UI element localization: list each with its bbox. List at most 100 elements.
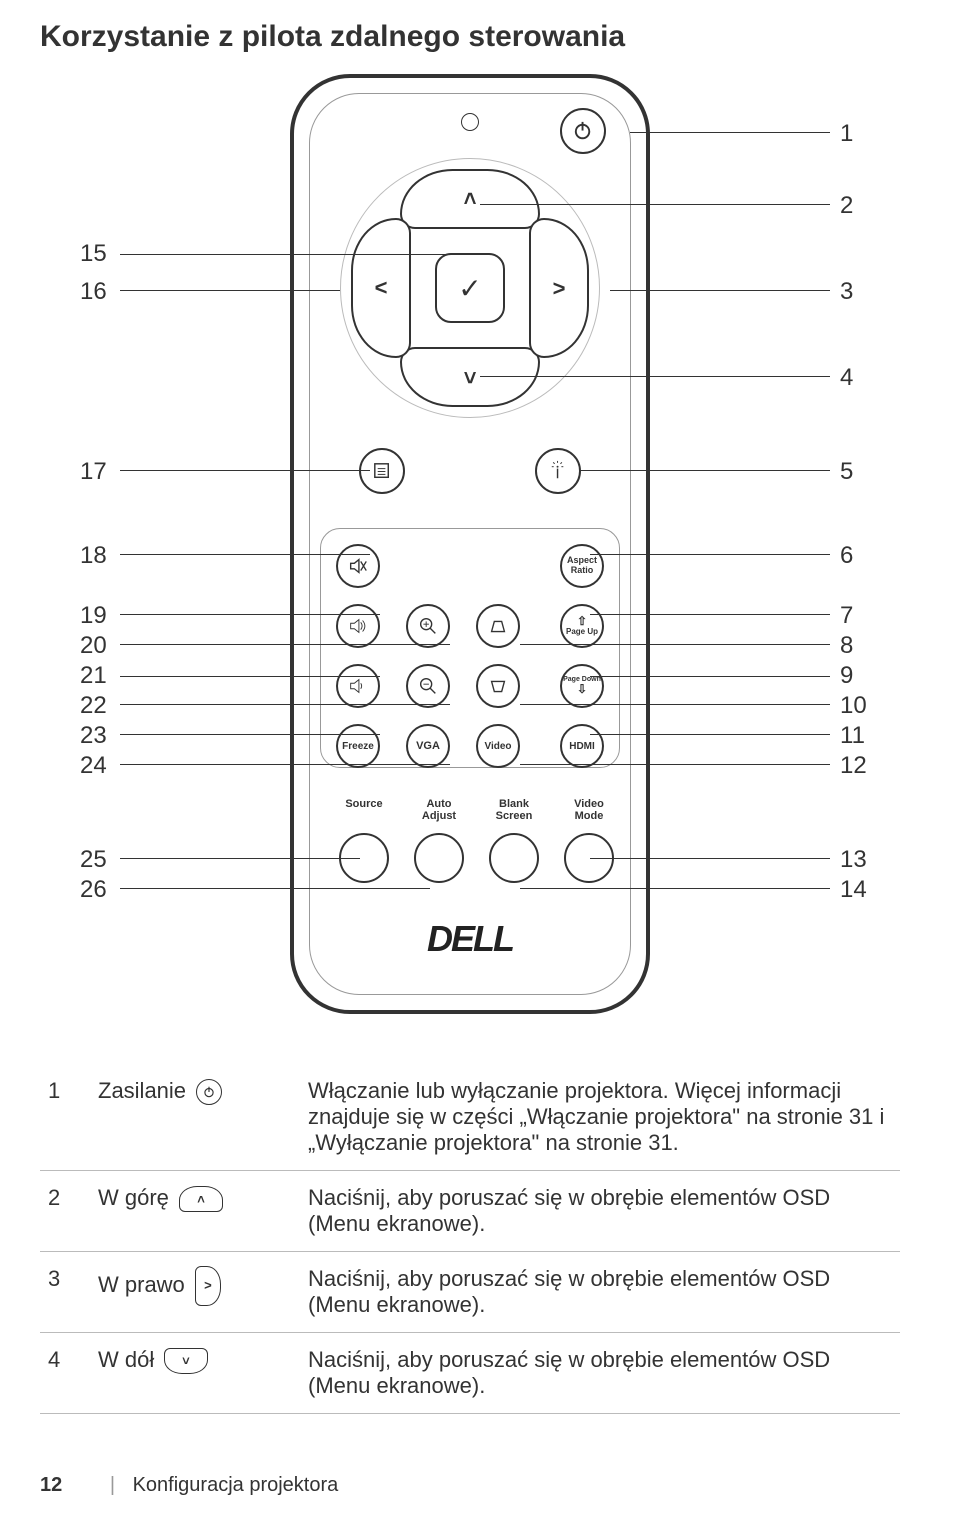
leader-line <box>590 614 830 615</box>
auto-adjust-button[interactable] <box>414 833 464 883</box>
callout-number: 25 <box>80 846 107 874</box>
callout-number: 10 <box>840 692 867 720</box>
chevron-down-icon: ˄ <box>464 364 477 390</box>
table-row: 4W dół ˄Naciśnij, aby poruszać się w obr… <box>40 1333 900 1414</box>
callout-number: 14 <box>840 876 867 904</box>
zoom-in-button[interactable] <box>406 604 450 648</box>
callout-number: 24 <box>80 752 107 780</box>
zoom-out-button[interactable] <box>406 664 450 708</box>
leader-line <box>120 888 430 889</box>
remote-diagram: ˄ ˄ ˂ ˂ ✓ Aspect Ratio <box>60 74 880 1024</box>
leader-line <box>120 734 380 735</box>
leader-line <box>120 290 340 291</box>
callout-number: 21 <box>80 662 107 690</box>
leader-line <box>590 676 830 677</box>
video-button[interactable]: Video <box>476 724 520 768</box>
freeze-label: Freeze <box>342 741 374 752</box>
aspect-ratio-button[interactable]: Aspect Ratio <box>560 544 604 588</box>
auto-adjust-label: Auto Adjust <box>409 798 469 822</box>
callout-number: 20 <box>80 632 107 660</box>
leader-line <box>520 644 830 645</box>
dell-logo: DELL <box>427 918 513 960</box>
right-button[interactable]: ˂ <box>529 218 589 358</box>
leader-line <box>120 704 450 705</box>
leader-line <box>590 734 830 735</box>
arrow-down-icon: ⇩ <box>577 683 587 696</box>
callout-number: 19 <box>80 602 107 630</box>
row-number: 2 <box>40 1171 90 1252</box>
video-mode-label: Video Mode <box>559 798 619 822</box>
leader-line <box>120 764 450 765</box>
row-description: Naciśnij, aby poruszać się w obrębie ele… <box>300 1252 900 1333</box>
up-arrow-icon: ˄ <box>179 1186 223 1212</box>
menu-button[interactable] <box>359 448 405 494</box>
hdmi-label: HDMI <box>569 741 595 752</box>
table-row: 3W prawo ˂Naciśnij, aby poruszać się w o… <box>40 1252 900 1333</box>
callout-number: 23 <box>80 722 107 750</box>
chevron-left-icon: ˂ <box>375 275 388 301</box>
leader-line <box>480 376 830 377</box>
callout-number: 6 <box>840 542 853 570</box>
leader-line <box>630 132 830 133</box>
row-label: W dół ˄ <box>90 1333 300 1414</box>
callout-number: 26 <box>80 876 107 904</box>
ok-button[interactable]: ✓ <box>435 253 505 323</box>
up-button[interactable]: ˄ <box>400 169 540 229</box>
volume-down-icon <box>347 675 369 697</box>
leader-line <box>520 888 830 889</box>
leader-line <box>580 470 830 471</box>
page-title: Korzystanie z pilota zdalnego sterowania <box>40 20 900 54</box>
callout-number: 13 <box>840 846 867 874</box>
callout-number: 8 <box>840 632 853 660</box>
right-arrow-icon: ˂ <box>195 1266 221 1306</box>
vga-label: VGA <box>416 740 440 752</box>
callout-number: 2 <box>840 192 853 220</box>
hdmi-button[interactable]: HDMI <box>560 724 604 768</box>
page-up-label: Page Up <box>566 628 598 637</box>
button-panel: Aspect Ratio ⇧ Page Up <box>320 528 620 768</box>
leader-line <box>120 644 450 645</box>
page-down-button[interactable]: Page Down ⇩ <box>560 664 604 708</box>
row-label: W górę ˄ <box>90 1171 300 1252</box>
keystone-up-icon <box>487 615 509 637</box>
freeze-button[interactable]: Freeze <box>336 724 380 768</box>
section-title: Konfiguracja projektora <box>133 1474 339 1496</box>
leader-line <box>480 204 830 205</box>
row-label: W prawo ˂ <box>90 1252 300 1333</box>
callout-number: 3 <box>840 278 853 306</box>
power-icon <box>196 1079 222 1105</box>
leader-line <box>120 254 470 255</box>
leader-line <box>610 290 830 291</box>
volume-down-button[interactable] <box>336 664 380 708</box>
down-arrow-icon: ˄ <box>164 1348 208 1374</box>
laser-icon <box>546 459 569 482</box>
keystone-down-icon <box>487 675 509 697</box>
table-row: 2W górę ˄Naciśnij, aby poruszać się w ob… <box>40 1171 900 1252</box>
footer-separator: | <box>98 1474 127 1496</box>
page-up-button[interactable]: ⇧ Page Up <box>560 604 604 648</box>
down-button[interactable]: ˄ <box>400 347 540 407</box>
mute-icon <box>347 555 369 577</box>
volume-up-button[interactable] <box>336 604 380 648</box>
leader-line <box>520 704 830 705</box>
keystone-down-button[interactable] <box>476 664 520 708</box>
callout-number: 15 <box>80 240 107 268</box>
zoom-out-icon <box>417 675 439 697</box>
keystone-up-button[interactable] <box>476 604 520 648</box>
page-footer: 12 | Konfiguracja projektora <box>40 1474 900 1497</box>
menu-icon <box>370 459 393 482</box>
vga-button[interactable]: VGA <box>406 724 450 768</box>
callout-number: 22 <box>80 692 107 720</box>
chevron-up-icon: ˄ <box>464 186 477 212</box>
callout-number: 9 <box>840 662 853 690</box>
blank-screen-button[interactable] <box>489 833 539 883</box>
row-number: 3 <box>40 1252 90 1333</box>
power-button[interactable] <box>560 108 606 154</box>
leader-line <box>520 764 830 765</box>
mute-button[interactable] <box>336 544 380 588</box>
volume-up-icon <box>347 615 369 637</box>
laser-button[interactable] <box>535 448 581 494</box>
remote-outline: ˄ ˄ ˂ ˂ ✓ Aspect Ratio <box>290 74 650 1014</box>
ir-led-icon <box>461 113 479 131</box>
left-button[interactable]: ˂ <box>351 218 411 358</box>
